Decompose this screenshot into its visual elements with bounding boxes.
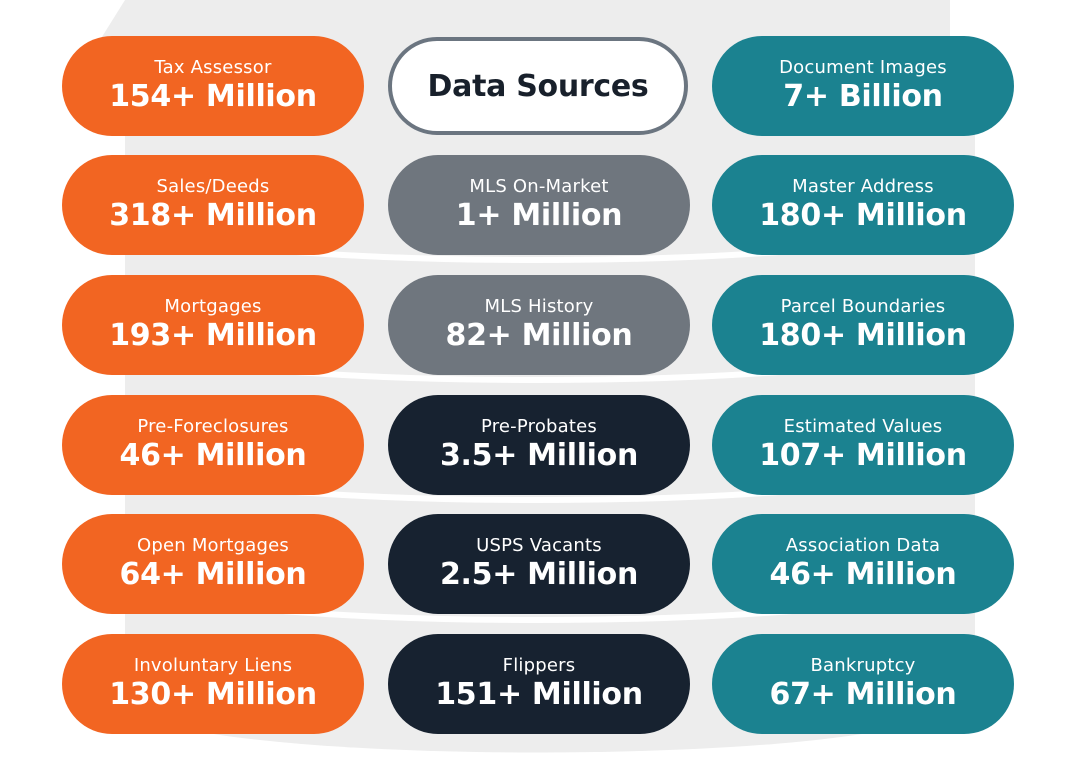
pill-mls-history: MLS History 82+ Million bbox=[388, 275, 690, 375]
pill-pre-probates: Pre-Probates 3.5+ Million bbox=[388, 395, 690, 495]
pill-estimated-values: Estimated Values 107+ Million bbox=[712, 395, 1014, 495]
pill-mls-on-market: MLS On-Market 1+ Million bbox=[388, 155, 690, 255]
pill-involuntary-liens: Involuntary Liens 130+ Million bbox=[62, 634, 364, 734]
pill-parcel-boundaries: Parcel Boundaries 180+ Million bbox=[712, 275, 1014, 375]
pill-label: Bankruptcy bbox=[810, 655, 916, 676]
pill-flippers: Flippers 151+ Million bbox=[388, 634, 690, 734]
pill-value: 180+ Million bbox=[759, 198, 967, 233]
pill-value: 3.5+ Million bbox=[439, 438, 639, 473]
pill-value: 46+ Million bbox=[119, 438, 307, 473]
pill-bankruptcy: Bankruptcy 67+ Million bbox=[712, 634, 1014, 734]
pill-label: Document Images bbox=[779, 57, 947, 78]
pill-association-data: Association Data 46+ Million bbox=[712, 514, 1014, 614]
title-text: Data Sources bbox=[427, 68, 649, 104]
pill-master-address: Master Address 180+ Million bbox=[712, 155, 1014, 255]
pill-pre-foreclosures: Pre-Foreclosures 46+ Million bbox=[62, 395, 364, 495]
pill-label: Parcel Boundaries bbox=[780, 296, 946, 317]
pill-value: 154+ Million bbox=[109, 79, 317, 114]
pill-label: Mortgages bbox=[164, 296, 262, 317]
pill-label: Flippers bbox=[502, 655, 576, 676]
pill-label: Sales/Deeds bbox=[156, 176, 270, 197]
pill-value: 180+ Million bbox=[759, 318, 967, 353]
pill-label: USPS Vacants bbox=[476, 535, 602, 556]
pill-value: 193+ Million bbox=[109, 318, 317, 353]
pill-usps-vacants: USPS Vacants 2.5+ Million bbox=[388, 514, 690, 614]
pill-value: 2.5+ Million bbox=[439, 557, 639, 592]
pill-label: MLS On-Market bbox=[469, 176, 609, 197]
pill-label: Pre-Foreclosures bbox=[137, 416, 289, 437]
pill-label: Open Mortgages bbox=[137, 535, 289, 556]
pill-value: 107+ Million bbox=[759, 438, 967, 473]
pill-label: Estimated Values bbox=[783, 416, 943, 437]
pill-open-mortgages: Open Mortgages 64+ Million bbox=[62, 514, 364, 614]
pill-label: Master Address bbox=[792, 176, 934, 197]
pill-value: 151+ Million bbox=[435, 677, 643, 712]
pill-value: 46+ Million bbox=[769, 557, 957, 592]
pill-tax-assessor: Tax Assessor 154+ Million bbox=[62, 36, 364, 136]
pill-label: Involuntary Liens bbox=[133, 655, 293, 676]
pill-value: 7+ Billion bbox=[783, 79, 943, 114]
pill-sales-deeds: Sales/Deeds 318+ Million bbox=[62, 155, 364, 255]
pill-label: Pre-Probates bbox=[480, 416, 598, 437]
pill-value: 64+ Million bbox=[119, 557, 307, 592]
pill-label: MLS History bbox=[484, 296, 594, 317]
pill-value: 67+ Million bbox=[769, 677, 957, 712]
pill-label: Association Data bbox=[785, 535, 941, 556]
pill-document-images: Document Images 7+ Billion bbox=[712, 36, 1014, 136]
title-pill: Data Sources bbox=[388, 37, 688, 135]
pill-value: 130+ Million bbox=[109, 677, 317, 712]
pill-value: 82+ Million bbox=[445, 318, 633, 353]
pill-value: 318+ Million bbox=[109, 198, 317, 233]
pill-label: Tax Assessor bbox=[154, 57, 272, 78]
pill-mortgages: Mortgages 193+ Million bbox=[62, 275, 364, 375]
pill-value: 1+ Million bbox=[455, 198, 623, 233]
